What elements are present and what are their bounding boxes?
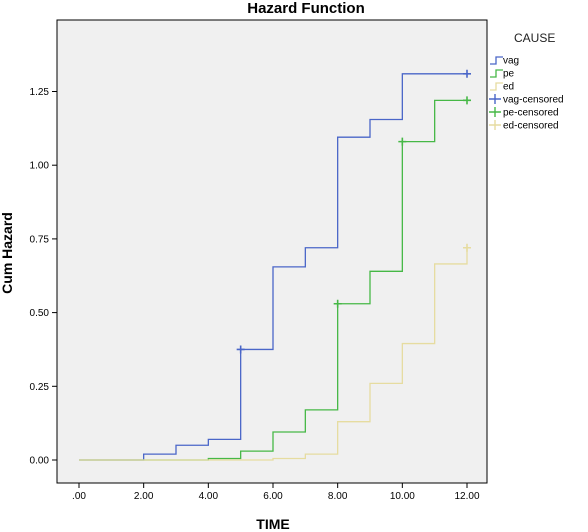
censored-marker-vag-censored — [463, 69, 471, 78]
x-tick-label: 12.00 — [454, 491, 479, 502]
y-tick-label: 0.50 — [30, 308, 50, 319]
legend-symbol-pe — [490, 69, 503, 78]
y-tick-label: 1.25 — [30, 87, 50, 98]
y-tick-label: 1.00 — [30, 161, 50, 172]
x-tick-label: .00 — [72, 491, 86, 502]
x-tick-label: 10.00 — [390, 491, 415, 502]
censored-marker-pe-censored — [463, 96, 471, 105]
x-axis: .00 2.00 4.00 6.00 8.00 10.00 12.00 — [72, 483, 480, 502]
legend-symbol-vag-censored — [489, 94, 501, 104]
censored-marker-vag-censored — [236, 345, 245, 354]
plot-area — [56, 19, 488, 484]
x-tick-label: 2.00 — [134, 491, 154, 502]
y-axis-label: Cum Hazard — [0, 212, 15, 294]
series-line-ed — [79, 247, 468, 461]
series-line-pe — [79, 99, 467, 461]
censored-marker-pe-censored — [398, 137, 407, 146]
y-tick-label: 0.75 — [30, 234, 50, 245]
x-tick-label: 4.00 — [199, 491, 219, 502]
legend-label-ed: ed — [503, 82, 514, 93]
series-line-vag — [79, 73, 467, 461]
legend-label-vag: vag — [503, 56, 519, 67]
x-tick-label: 8.00 — [328, 491, 348, 502]
x-tick-label: 6.00 — [263, 491, 283, 502]
x-axis-label: TIME — [256, 516, 289, 532]
y-tick-label: 0.25 — [30, 382, 50, 393]
legend: CAUSE vag pe ed vag-censored pe-censored ed-c… — [489, 31, 564, 132]
legend-title: CAUSE — [514, 31, 555, 45]
censored-marker-ed-censored — [463, 243, 471, 252]
legend-symbol-ed — [490, 82, 503, 91]
legend-label-ed-censored: ed-censored — [503, 121, 559, 132]
series-layer — [79, 69, 471, 461]
y-tick-label: 0.00 — [30, 456, 50, 467]
legend-symbol-ed-censored — [489, 120, 501, 130]
legend-label-pe: pe — [503, 69, 515, 80]
plot-background — [56, 19, 488, 484]
legend-symbol-pe-censored — [489, 107, 501, 117]
legend-label-pe-censored: pe-censored — [503, 108, 559, 119]
y-axis: 0.00 0.25 0.50 0.75 1.00 1.25 — [30, 87, 57, 467]
censored-marker-pe-censored — [333, 299, 342, 308]
chart-title: Hazard Function — [247, 0, 365, 17]
legend-symbol-vag — [490, 56, 503, 65]
legend-label-vag-censored: vag-censored — [503, 95, 564, 106]
